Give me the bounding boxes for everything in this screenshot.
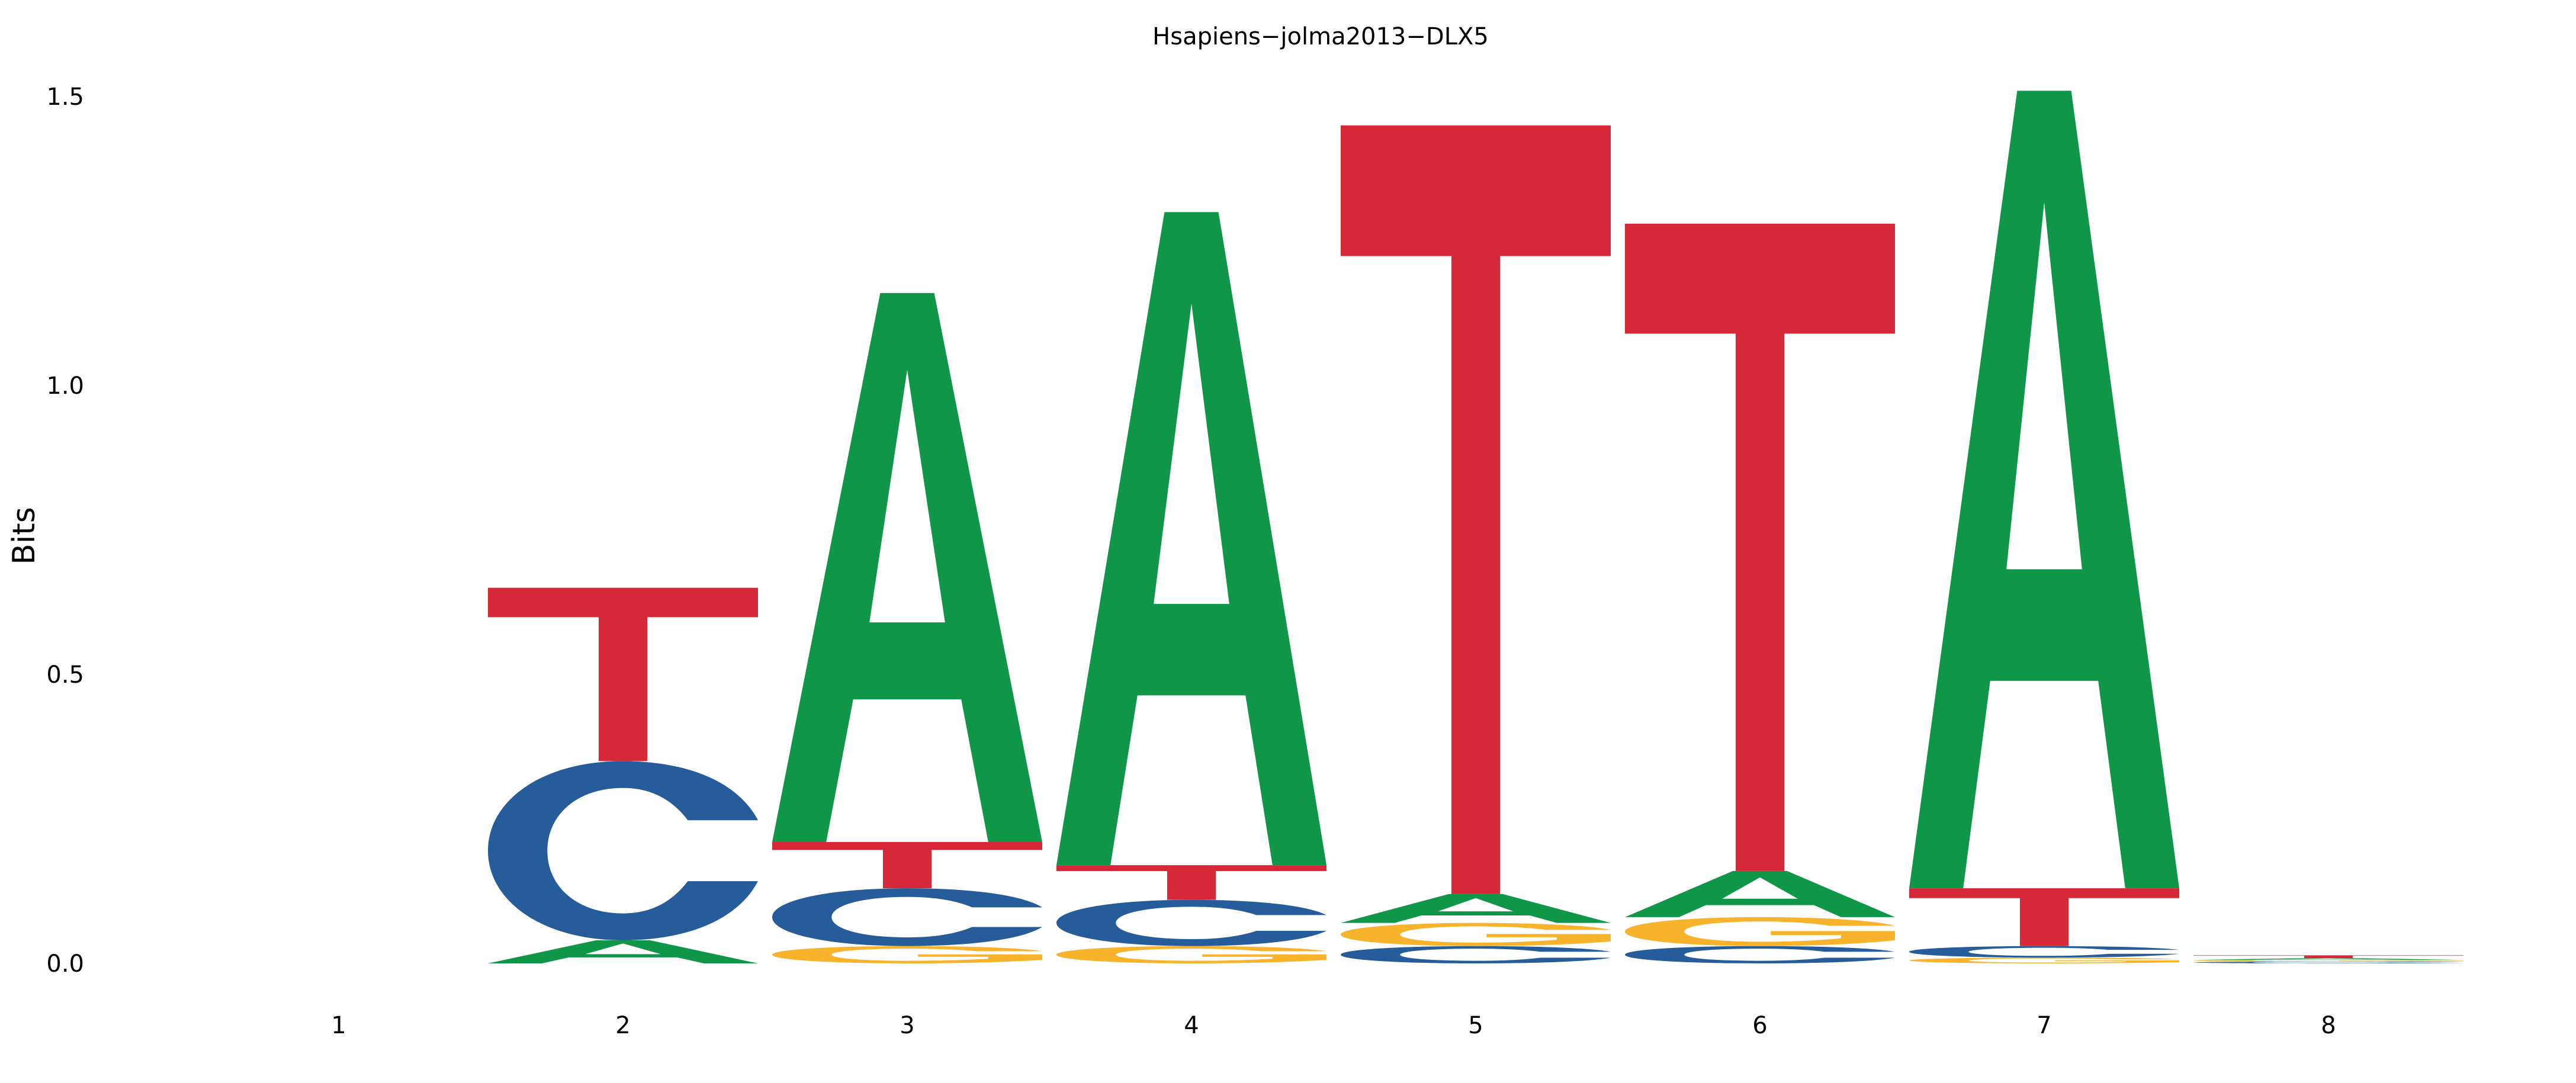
letter-c <box>1056 899 1326 946</box>
logo-letters <box>488 91 2463 963</box>
x-tick-label: 5 <box>1468 1012 1483 1039</box>
x-tick-label: 1 <box>331 1012 346 1039</box>
x-tick-label: 6 <box>1752 1012 1767 1039</box>
letter-a <box>1056 212 1326 866</box>
x-tick-label: 2 <box>615 1012 630 1039</box>
letter-g <box>772 946 1042 963</box>
y-axis-ticks: 0.0 0.5 1.0 1.5 <box>46 83 84 978</box>
letter-t <box>772 842 1042 889</box>
letter-c <box>772 888 1042 946</box>
letter-a <box>2193 958 2463 960</box>
y-tick-label: 1.0 <box>46 372 84 400</box>
y-tick-label: 0.0 <box>46 950 84 978</box>
letter-c <box>1909 946 2179 958</box>
letter-t <box>1341 125 1611 894</box>
x-tick-label: 8 <box>2321 1012 2336 1039</box>
letter-t <box>1625 223 1895 871</box>
letter-c <box>488 761 758 940</box>
letter-g <box>1625 917 1895 946</box>
letter-g <box>1341 923 1611 946</box>
letter-a <box>772 293 1042 843</box>
chart-title: Hsapiens−jolma2013−DLX5 <box>1152 23 1489 50</box>
letter-t <box>488 587 758 761</box>
letter-t <box>2193 955 2463 959</box>
letter-a <box>1341 894 1611 923</box>
letter-c <box>1625 946 1895 963</box>
y-tick-label: 0.5 <box>46 661 84 689</box>
y-axis-label: Bits <box>7 507 42 565</box>
x-axis-ticks: 1 2 3 4 5 6 7 8 <box>331 1012 2336 1039</box>
letter-a <box>1909 91 2179 889</box>
letter-a <box>1625 870 1895 917</box>
letter-g <box>2193 960 2463 962</box>
letter-g <box>1056 946 1326 963</box>
letter-c <box>1341 946 1611 963</box>
letter-c <box>2193 962 2463 963</box>
y-tick-label: 1.5 <box>46 83 84 111</box>
letter-t <box>1909 888 2179 946</box>
x-tick-label: 7 <box>2037 1012 2051 1039</box>
letter-g <box>1909 957 2179 963</box>
letter-a <box>488 940 758 963</box>
x-tick-label: 4 <box>1184 1012 1199 1039</box>
x-tick-label: 3 <box>900 1012 914 1039</box>
letter-t <box>1056 865 1326 900</box>
